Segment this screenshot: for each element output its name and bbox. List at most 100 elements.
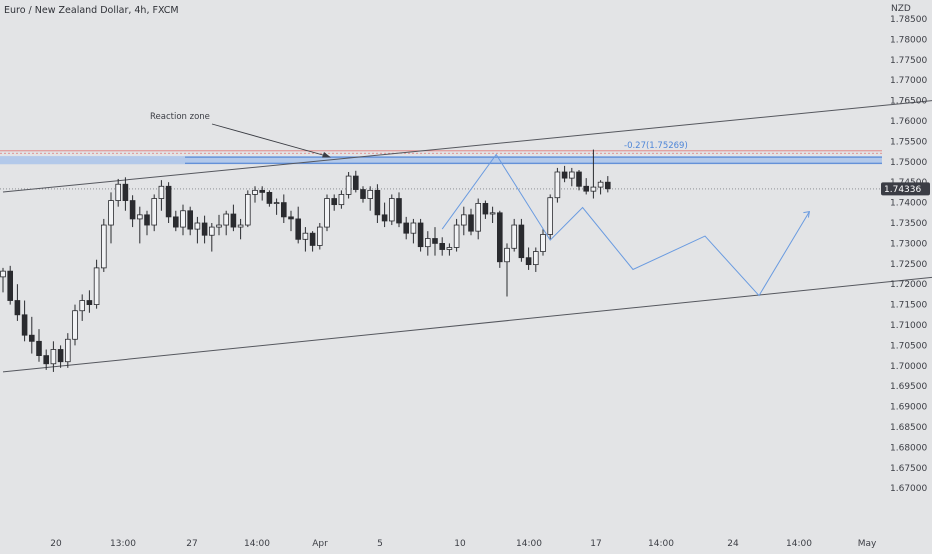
- candle-body: [65, 338, 71, 363]
- candle-body: [569, 171, 575, 179]
- candle: [338, 190, 345, 209]
- candle: [525, 247, 532, 270]
- candle-body: [201, 222, 208, 236]
- candle: [172, 210, 179, 232]
- candle-body: [36, 340, 42, 357]
- candle-body: [122, 183, 129, 201]
- price-tick: 1.77000: [890, 76, 927, 86]
- candle: [468, 208, 474, 236]
- candle: [583, 178, 589, 195]
- candle-body: [21, 314, 28, 336]
- candle: [561, 165, 568, 183]
- candle-body: [533, 251, 539, 266]
- candle-body: [115, 183, 122, 201]
- price-tick: 1.78500: [890, 15, 927, 25]
- candle: [115, 178, 122, 207]
- candle-body: [302, 232, 309, 240]
- candle: [288, 210, 294, 232]
- price-tick: 1.75500: [890, 137, 927, 147]
- price-tick: 1.77500: [890, 56, 927, 66]
- candle-body: [525, 257, 532, 266]
- candle-body: [460, 214, 467, 226]
- candle: [158, 180, 165, 211]
- candle: [496, 210, 503, 268]
- time-tick: 14:00: [516, 539, 542, 549]
- candle-body: [259, 189, 265, 193]
- time-tick: Apr: [312, 539, 328, 549]
- candle: [554, 167, 561, 203]
- reaction-zone-layer: [0, 156, 882, 165]
- candle: [237, 218, 244, 240]
- candle: [14, 284, 21, 321]
- candle: [244, 190, 251, 228]
- candle-body: [108, 200, 114, 226]
- candle: [21, 300, 28, 342]
- time-tick: 13:00: [110, 539, 136, 549]
- candle: [180, 204, 186, 236]
- candle: [216, 214, 222, 236]
- price-tick: 1.69000: [890, 403, 927, 413]
- candle: [396, 192, 402, 228]
- current-price-label: 1.74336: [884, 185, 921, 195]
- price-tick: 1.78000: [890, 35, 927, 45]
- candle-body: [216, 224, 222, 228]
- candle-body: [165, 185, 172, 218]
- candle: [259, 186, 265, 201]
- candle-body: [194, 222, 201, 230]
- candle-body: [288, 216, 294, 220]
- candle: [57, 345, 64, 368]
- candle-body: [93, 267, 100, 306]
- candles-layer: [0, 149, 611, 372]
- current-price-box: [881, 182, 930, 196]
- price-tick: 1.74000: [890, 199, 927, 209]
- candle: [194, 216, 201, 244]
- candle-body: [237, 224, 244, 228]
- candle: [65, 333, 71, 368]
- time-axis[interactable]: 20 13:00 27 14:00 Apr 5 10 14:00 17 14:00 24 14:00 M…: [50, 539, 877, 549]
- candle: [324, 194, 330, 232]
- candle: [511, 218, 517, 252]
- candle: [136, 206, 143, 244]
- candle-body: [360, 189, 366, 199]
- channel-upper-line: [2, 100, 932, 193]
- reaction-zone-arrow: [211, 123, 331, 158]
- candle: [403, 216, 409, 240]
- candle-body: [50, 349, 57, 365]
- candle-body: [468, 214, 474, 232]
- candle: [482, 200, 489, 219]
- candle: [28, 316, 35, 354]
- candle-body: [158, 185, 165, 199]
- candle: [533, 247, 539, 272]
- candle: [360, 186, 366, 203]
- candle-body: [338, 194, 345, 206]
- candle: [79, 294, 86, 321]
- candle-body: [518, 224, 525, 259]
- candle-body: [223, 213, 230, 226]
- candle-body: [540, 234, 546, 252]
- candle: [223, 210, 230, 236]
- candle: [381, 202, 388, 228]
- candle-body: [14, 300, 21, 316]
- projection-layer: [441, 153, 811, 297]
- time-tick: 24: [727, 539, 739, 549]
- candle: [201, 215, 208, 244]
- candle-body: [144, 214, 150, 226]
- time-tick: 20: [50, 539, 62, 549]
- candle-body: [273, 202, 280, 205]
- candle: [50, 341, 57, 372]
- price-tick: 1.72500: [890, 260, 927, 270]
- time-tick: 14:00: [786, 539, 812, 549]
- candle-body: [79, 300, 86, 312]
- candle: [331, 194, 337, 211]
- price-tick: 1.67000: [890, 484, 927, 494]
- candle: [93, 259, 100, 309]
- price-tick: 1.68500: [890, 423, 927, 433]
- candle-body: [129, 200, 136, 220]
- candle-body: [208, 226, 215, 236]
- candle-body: [172, 216, 179, 228]
- candle: [273, 198, 280, 215]
- price-tick: 1.72000: [890, 280, 927, 290]
